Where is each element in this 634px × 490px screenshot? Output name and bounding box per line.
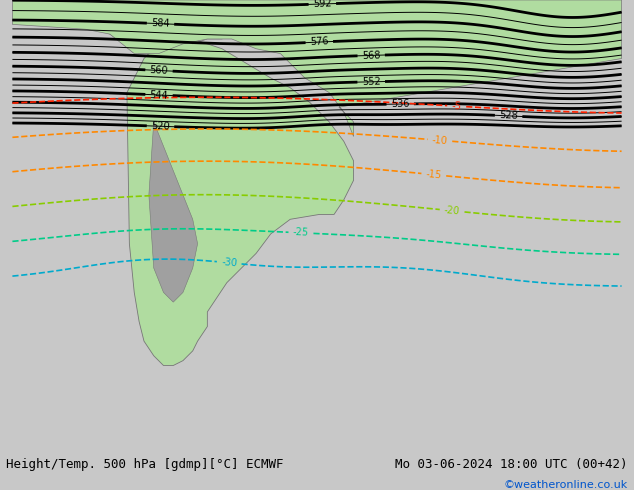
- Text: 552: 552: [362, 76, 380, 87]
- Text: -20: -20: [444, 205, 460, 217]
- Text: 520: 520: [151, 121, 170, 132]
- Text: 528: 528: [499, 110, 518, 122]
- Text: 544: 544: [150, 90, 169, 100]
- Text: 592: 592: [313, 0, 332, 9]
- Text: -10: -10: [432, 135, 448, 146]
- Text: 560: 560: [150, 65, 169, 76]
- Text: 536: 536: [391, 99, 410, 109]
- Text: Height/Temp. 500 hPa [gdmp][°C] ECMWF: Height/Temp. 500 hPa [gdmp][°C] ECMWF: [6, 458, 284, 471]
- Text: Mo 03-06-2024 18:00 UTC (00+42): Mo 03-06-2024 18:00 UTC (00+42): [395, 458, 628, 471]
- Text: 584: 584: [151, 18, 170, 29]
- Text: ©weatheronline.co.uk: ©weatheronline.co.uk: [503, 480, 628, 490]
- Text: -30: -30: [221, 257, 238, 269]
- Text: -5: -5: [451, 101, 462, 111]
- Text: -15: -15: [425, 169, 442, 180]
- Polygon shape: [149, 122, 198, 302]
- Polygon shape: [13, 0, 621, 136]
- Text: -25: -25: [293, 227, 309, 238]
- Text: 576: 576: [310, 37, 329, 48]
- Polygon shape: [127, 39, 354, 366]
- Text: 568: 568: [362, 50, 380, 61]
